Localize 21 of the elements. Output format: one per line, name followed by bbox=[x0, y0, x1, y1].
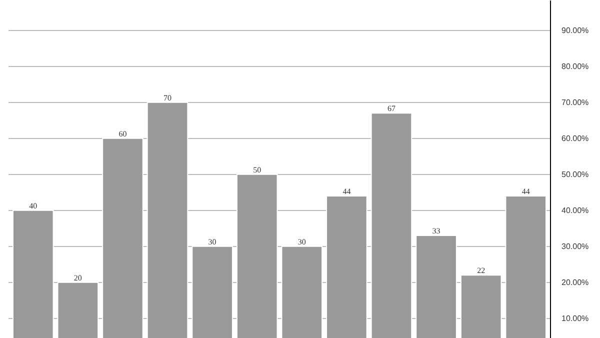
y-tick-label: 60.00% bbox=[562, 134, 589, 143]
data-label: 22 bbox=[477, 266, 486, 276]
data-label: 44 bbox=[342, 186, 351, 196]
y-tick-label: 50.00% bbox=[562, 170, 589, 179]
y-tick-label: 20.00% bbox=[562, 278, 589, 287]
y-tick-label: 90.00% bbox=[562, 26, 589, 35]
data-label: 20 bbox=[74, 273, 82, 282]
data-label: 30 bbox=[208, 237, 216, 246]
y-tick-label: 10.00% bbox=[562, 314, 589, 323]
data-label: 67 bbox=[387, 104, 396, 114]
data-label: 44 bbox=[522, 186, 530, 196]
y-tick-label: 40.00% bbox=[562, 206, 589, 215]
data-label: 33 bbox=[432, 226, 440, 236]
data-label: 50 bbox=[253, 165, 262, 174]
data-label: 30 bbox=[298, 237, 306, 246]
y-tick-label: 70.00% bbox=[562, 98, 589, 107]
data-label: 40 bbox=[29, 201, 38, 210]
data-label: 70 bbox=[164, 93, 172, 102]
y-tick-label: 30.00% bbox=[562, 242, 589, 251]
y-tick-label: 80.00% bbox=[562, 62, 589, 71]
data-label: 60 bbox=[118, 129, 127, 138]
